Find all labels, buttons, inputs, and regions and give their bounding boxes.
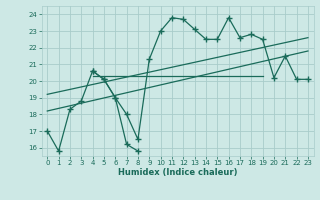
X-axis label: Humidex (Indice chaleur): Humidex (Indice chaleur) (118, 168, 237, 177)
